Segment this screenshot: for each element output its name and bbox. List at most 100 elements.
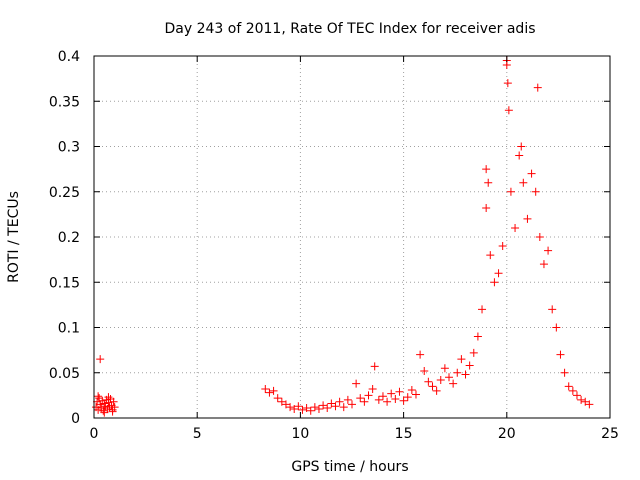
- data-point: [416, 350, 425, 359]
- data-point: [581, 397, 590, 406]
- data-point: [286, 403, 295, 412]
- data-point: [364, 391, 373, 400]
- data-point: [310, 403, 319, 412]
- data-point: [465, 361, 474, 370]
- data-point: [319, 401, 328, 410]
- data-point: [96, 400, 105, 409]
- y-tick-label: 0.3: [58, 140, 80, 156]
- data-point: [585, 400, 594, 409]
- data-point: [552, 323, 561, 332]
- data-point: [335, 397, 344, 406]
- data-point: [482, 165, 491, 174]
- y-tick-label: 0: [71, 411, 80, 427]
- data-point: [290, 404, 299, 413]
- data-point: [517, 142, 526, 151]
- data-point: [360, 397, 369, 406]
- data-point: [348, 400, 356, 409]
- data-point: [564, 382, 573, 391]
- x-tick-label: 20: [498, 426, 516, 442]
- data-point: [428, 382, 437, 391]
- y-axis-title: ROTI / TECUs: [6, 191, 22, 283]
- data-point: [449, 379, 458, 388]
- data-point: [568, 386, 577, 395]
- data-point: [110, 403, 119, 412]
- data-point: [539, 260, 548, 269]
- x-tick-label: 5: [193, 426, 202, 442]
- data-point: [395, 387, 404, 396]
- y-tick-label: 0.35: [49, 94, 80, 110]
- data-point: [374, 395, 383, 404]
- data-point: [484, 178, 493, 187]
- data-point: [457, 355, 466, 364]
- data-point: [503, 79, 512, 88]
- data-point: [378, 392, 387, 401]
- data-point: [478, 305, 487, 314]
- x-tick-label: 15: [395, 426, 413, 442]
- data-point: [387, 389, 396, 398]
- y-tick-label: 0.15: [49, 275, 80, 291]
- data-point: [506, 187, 515, 196]
- data-point: [265, 388, 274, 397]
- data-point: [327, 399, 336, 408]
- data-point: [314, 404, 323, 413]
- data-point: [432, 386, 441, 395]
- y-tick-label: 0.1: [58, 321, 80, 337]
- data-point: [298, 405, 307, 414]
- data-point: [383, 397, 392, 406]
- chart-title: Day 243 of 2011, Rate Of TEC Index for r…: [164, 21, 535, 37]
- x-tick-label: 25: [601, 426, 619, 442]
- data-point: [407, 385, 416, 394]
- data-point: [356, 394, 365, 403]
- data-point: [323, 404, 332, 413]
- data-point: [391, 394, 400, 403]
- data-point: [96, 355, 105, 364]
- data-point: [556, 350, 565, 359]
- data-point: [424, 377, 433, 386]
- data-point: [411, 390, 420, 399]
- data-point: [273, 394, 282, 403]
- data-point: [261, 385, 270, 394]
- data-point: [436, 375, 445, 384]
- data-point: [339, 403, 348, 412]
- data-point: [527, 169, 536, 178]
- data-point: [109, 397, 118, 406]
- x-tick-label: 10: [291, 426, 309, 442]
- data-point: [482, 204, 491, 213]
- data-point: [343, 395, 352, 404]
- data-point: [294, 402, 303, 411]
- data-point: [469, 348, 478, 357]
- data-point: [515, 151, 524, 160]
- data-point: [370, 362, 379, 371]
- y-tick-label: 0.2: [58, 230, 80, 246]
- plot-frame: [93, 55, 611, 419]
- data-point: [560, 368, 569, 377]
- data-point: [281, 400, 290, 409]
- data-point: [511, 223, 520, 232]
- data-point: [445, 373, 454, 382]
- data-point: [519, 178, 528, 187]
- data-point: [453, 368, 462, 377]
- grid-lines: [94, 56, 610, 418]
- data-point: [486, 251, 495, 260]
- axis-ticks: 0 5 10 15 20 25 0 0.05 0.1 0.15 0.2 0.25 0.3 0.35 0.4: [49, 49, 619, 442]
- data-point: [99, 406, 108, 415]
- data-point: [535, 233, 544, 241]
- data-point: [502, 61, 511, 70]
- data-point: [504, 106, 513, 115]
- data-point: [461, 370, 470, 379]
- x-tick-label: 0: [90, 426, 99, 442]
- y-tick-label: 0.4: [58, 49, 80, 65]
- y-tick-label: 0.25: [49, 185, 80, 201]
- data-point: [531, 187, 540, 196]
- data-point: [473, 332, 482, 341]
- data-point: [269, 386, 278, 395]
- data-point: [306, 406, 315, 415]
- data-point: [494, 269, 503, 278]
- data-point: [420, 366, 429, 375]
- data-point: [399, 396, 408, 405]
- data-points: [92, 56, 594, 417]
- data-point: [94, 392, 103, 401]
- data-point: [577, 395, 586, 404]
- data-point: [572, 391, 581, 400]
